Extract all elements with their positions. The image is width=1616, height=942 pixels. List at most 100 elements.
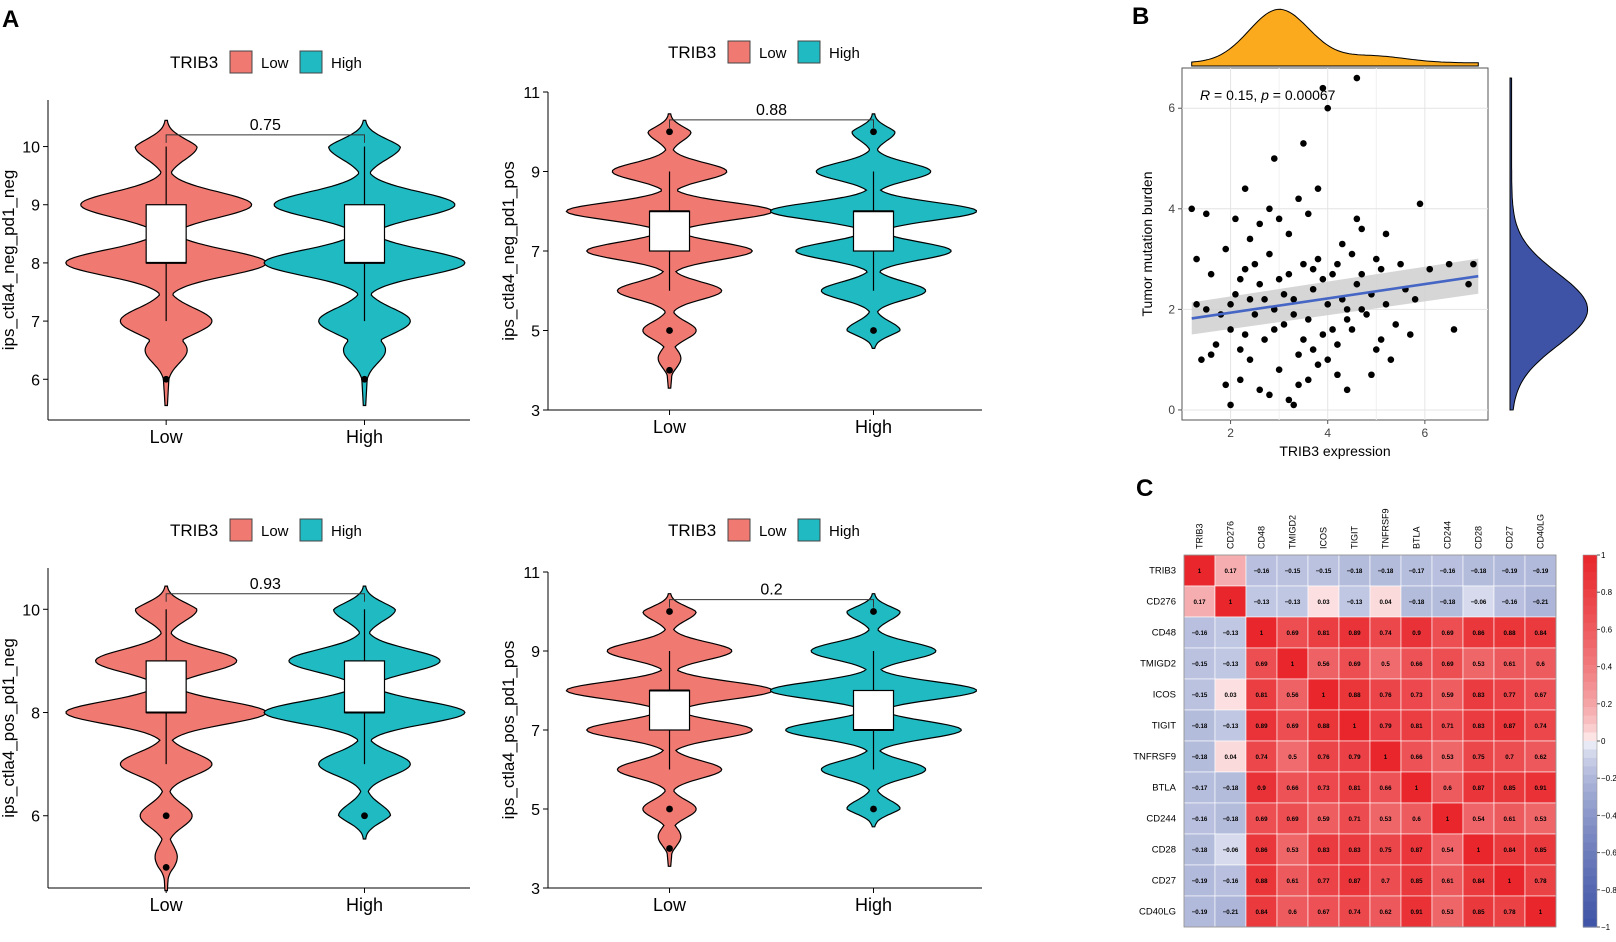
y-tick-label: 2 xyxy=(1168,302,1175,316)
cell-value: −0.13 xyxy=(1254,599,1270,606)
heatmap-cell xyxy=(1214,895,1247,928)
heatmap-cell xyxy=(1524,802,1557,835)
y-tick-label: 10 xyxy=(22,140,40,157)
cell-value: 0.62 xyxy=(1379,909,1392,916)
heatmap-cell xyxy=(1307,802,1340,835)
scatter-point xyxy=(1387,356,1395,363)
cell-value: 0.53 xyxy=(1441,754,1454,761)
colorbar-tick-label: −1 xyxy=(1601,923,1611,932)
scatter-point xyxy=(1261,336,1268,343)
y-tick-label: 6 xyxy=(1168,101,1175,115)
cell-value: 0.67 xyxy=(1534,692,1547,699)
outlier-point xyxy=(162,375,170,383)
outlier-point xyxy=(361,375,368,383)
cell-value: 0.61 xyxy=(1441,878,1454,885)
column-label: CD27 xyxy=(1505,526,1515,549)
row-label: CD244 xyxy=(1146,814,1176,825)
scatter-point xyxy=(1382,230,1390,238)
scatter-point xyxy=(1236,376,1244,384)
scatter-point xyxy=(1363,311,1370,318)
column-label: CD276 xyxy=(1226,521,1236,549)
outlier-point xyxy=(870,128,877,136)
y-axis-title: ips_ctla4_pos_pd1_pos xyxy=(499,641,518,820)
comparison-bracket xyxy=(165,134,365,143)
scatter-point xyxy=(1300,260,1307,268)
heatmap-cell xyxy=(1245,802,1278,835)
scatter-point xyxy=(1465,280,1472,288)
cell-value: 0.53 xyxy=(1472,661,1485,668)
heatmap-cell xyxy=(1183,616,1216,649)
colorbar-segment xyxy=(1583,808,1597,818)
cell-value: 0.7 xyxy=(1505,754,1514,761)
scatter-point xyxy=(1290,311,1298,318)
cell-value: 0.78 xyxy=(1503,909,1516,916)
cell-value: 0.69 xyxy=(1286,816,1299,823)
y-tick-label: 7 xyxy=(531,244,540,261)
cell-value: 0.66 xyxy=(1379,785,1392,792)
scatter-point xyxy=(1188,205,1196,213)
p-label: p xyxy=(1260,87,1269,103)
heatmap-cell xyxy=(1276,771,1309,804)
scatter-point xyxy=(1193,301,1200,308)
scatter-point xyxy=(1227,301,1234,308)
scatter-panel: 2 4 6 0 2 4 6 TRIB3 expression Tumor mutation bu… xyxy=(1139,8,1589,459)
colorbar-segment xyxy=(1583,580,1597,590)
cell-value: 0.5 xyxy=(1381,661,1390,668)
scatter-point xyxy=(1270,326,1278,333)
colorbar-segment xyxy=(1583,648,1597,658)
column-label: CD28 xyxy=(1474,526,1484,549)
cell-value: 0.83 xyxy=(1348,847,1361,854)
cell-value: 0.85 xyxy=(1534,847,1547,854)
x-tick-label: High xyxy=(346,427,383,447)
colorbar-segment xyxy=(1583,884,1597,894)
colorbar-tick-label: 0 xyxy=(1601,737,1606,746)
scatter-point xyxy=(1246,235,1254,243)
colorbar-segment xyxy=(1583,901,1597,911)
heatmap-cell xyxy=(1214,709,1247,742)
scatter-point xyxy=(1406,331,1414,338)
cell-value: 0.69 xyxy=(1441,630,1454,637)
y-tick-label: 11 xyxy=(523,85,540,102)
heatmap-cell xyxy=(1431,585,1464,618)
scatter-point xyxy=(1334,260,1341,268)
heatmap-cell xyxy=(1462,864,1495,897)
outlier-point xyxy=(162,812,170,820)
colorbar-tick-label: −0.8 xyxy=(1601,886,1616,895)
scatter-point xyxy=(1324,356,1332,363)
cell-value: 0.03 xyxy=(1317,599,1330,606)
heatmap-cell xyxy=(1524,709,1557,742)
scatter-point xyxy=(1382,301,1390,308)
outlier-point xyxy=(666,845,673,852)
comparison-bracket xyxy=(165,593,365,602)
heatmap-cell xyxy=(1431,833,1464,866)
legend: TRIB3 Low High xyxy=(668,518,860,542)
legend-title: TRIB3 xyxy=(668,43,716,62)
heatmap-cell xyxy=(1245,740,1278,773)
heatmap-cell xyxy=(1338,616,1371,649)
y-tick-label: 6 xyxy=(31,809,40,826)
cell-value: 0.88 xyxy=(1348,692,1361,699)
scatter-point xyxy=(1266,250,1273,258)
y-tick-label: 9 xyxy=(531,165,540,182)
cell-value: 0.03 xyxy=(1224,692,1237,699)
column-label: ICOS xyxy=(1319,527,1329,549)
heatmap-cell xyxy=(1214,833,1247,866)
scatter-point xyxy=(1241,185,1249,192)
cell-value: 0.91 xyxy=(1410,909,1423,916)
scatter-point xyxy=(1266,391,1273,399)
row-label: CD276 xyxy=(1146,597,1176,608)
scatter-point xyxy=(1353,215,1361,223)
panel-label-a: A xyxy=(2,6,19,33)
heatmap-cell xyxy=(1338,554,1371,587)
row-label: CD48 xyxy=(1152,628,1176,639)
cell-value: 0.54 xyxy=(1472,816,1485,823)
scatter-point xyxy=(1309,346,1317,353)
scatter-point xyxy=(1314,185,1322,192)
cell-value: 0.71 xyxy=(1348,816,1361,823)
cell-value: 0.76 xyxy=(1379,692,1392,699)
heatmap-cell xyxy=(1431,895,1464,928)
cell-value: 0.53 xyxy=(1441,909,1454,916)
scatter-point xyxy=(1290,296,1298,303)
colorbar-segment xyxy=(1583,867,1597,877)
colorbar-segment xyxy=(1583,825,1597,835)
